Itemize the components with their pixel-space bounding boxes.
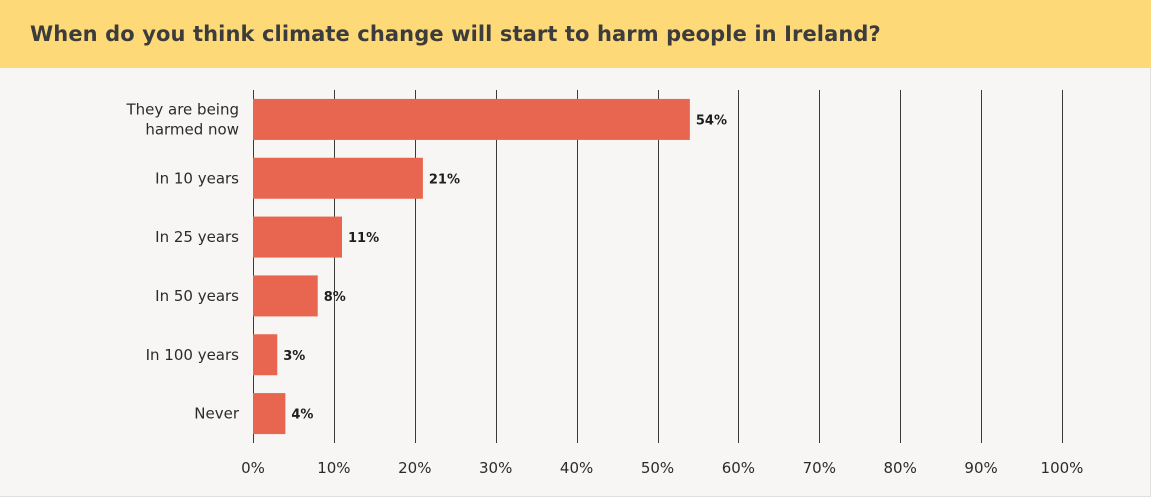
data-label: 3% <box>283 349 305 364</box>
category-label: In 100 years <box>146 346 240 364</box>
x-tick-label: 100% <box>1041 459 1084 477</box>
x-tick-label: 0% <box>241 459 265 477</box>
x-tick-label: 50% <box>641 459 674 477</box>
category-label: In 10 years <box>155 169 239 187</box>
category-label-line: In 50 years <box>155 287 239 305</box>
category-label: They are being harmed now <box>125 100 239 138</box>
x-tick-label: 70% <box>803 459 836 477</box>
category-label-line: They are being <box>125 100 239 118</box>
category-label-line: In 100 years <box>146 346 240 364</box>
x-tick-label: 80% <box>884 459 917 477</box>
bar-3 <box>253 275 318 317</box>
chart-title: When do you think climate change will st… <box>30 22 881 46</box>
category-label: In 50 years <box>155 287 239 305</box>
category-label-line: harmed now <box>145 120 239 138</box>
bar-2 <box>253 216 342 258</box>
bar-0 <box>253 98 690 140</box>
x-tick-label: 90% <box>964 459 997 477</box>
x-tick-label: 40% <box>560 459 593 477</box>
data-label: 8% <box>324 290 346 305</box>
data-label: 21% <box>429 172 460 187</box>
data-label: 4% <box>291 408 313 423</box>
data-label: 11% <box>348 231 379 246</box>
bar-1 <box>253 157 423 199</box>
bar-chart: 0% 10% 20% 30% 40% 50% 60% 70% 80% 90% 100% 54% They… <box>125 90 1084 477</box>
x-tick-label: 60% <box>722 459 755 477</box>
category-label: Never <box>194 405 240 423</box>
bar-5 <box>253 393 286 435</box>
x-tick-label: 10% <box>317 459 350 477</box>
category-label-line: Never <box>194 405 240 423</box>
bar-4 <box>253 334 278 376</box>
x-tick-label: 30% <box>479 459 512 477</box>
category-label: In 25 years <box>155 228 239 246</box>
data-label: 54% <box>696 113 727 128</box>
x-tick-label: 20% <box>398 459 431 477</box>
category-label-line: In 10 years <box>155 169 239 187</box>
category-label-line: In 25 years <box>155 228 239 246</box>
chart-header: When do you think climate change will st… <box>0 0 1151 68</box>
